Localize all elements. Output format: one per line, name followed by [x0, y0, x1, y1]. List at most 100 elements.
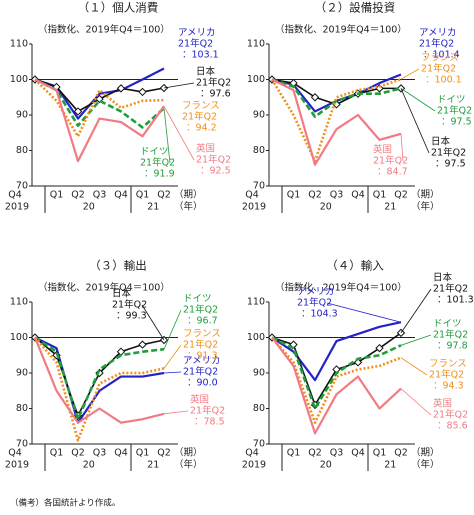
x-tick-label: Q1	[287, 190, 301, 201]
series-label: 英国	[196, 143, 215, 155]
series-value-label: ：91.3	[187, 351, 218, 362]
point-marker	[138, 87, 147, 97]
series-line	[271, 336, 402, 410]
y-tick-label: 70	[16, 439, 28, 450]
series-label: アメリカ	[183, 356, 221, 367]
x-unit: （期）	[174, 447, 203, 459]
y-tick-label: 110	[247, 297, 265, 308]
leader-line	[400, 133, 404, 162]
series-line	[34, 336, 165, 421]
series-period: 21年Q2	[140, 157, 175, 169]
series-period: 21年Q2	[433, 329, 468, 341]
year-label: 21	[384, 202, 396, 213]
panel-title: （２）設備投資	[315, 1, 396, 15]
x-tick-label: Q4	[114, 190, 128, 201]
series-label: 英国	[433, 398, 452, 410]
series-label: フランス	[183, 329, 221, 340]
panel: （３）輸出 （指数化、2019年Q4＝100） 70 80 90 100 110 Q4 Q1 Q2…	[5, 259, 225, 471]
y-tick-label: 90	[253, 110, 265, 121]
series-label: ドイツ	[433, 319, 462, 330]
series-label: フランス	[421, 53, 459, 64]
leader-line	[163, 82, 195, 89]
y-tick-label: 80	[16, 403, 28, 414]
y-tick-label: 90	[16, 368, 28, 379]
series-line	[34, 78, 165, 163]
point-marker	[375, 343, 384, 353]
leader-line	[163, 309, 182, 350]
series-value-label: ：99.3	[116, 311, 147, 322]
series-period: 21年Q2	[183, 339, 218, 351]
series-period: 21年Q2	[196, 77, 231, 89]
series-line	[34, 78, 165, 138]
series-line	[271, 78, 402, 166]
leader-line	[163, 410, 189, 415]
series-value-label: ：97.5	[441, 117, 472, 128]
panel: （２）設備投資 （指数化、2019年Q4＝100） 70 80 90 100 110 Q4 Q1…	[242, 1, 472, 213]
series-period: 21年Q2	[431, 147, 466, 159]
leader-line	[163, 105, 195, 161]
year-label: 21	[147, 202, 159, 213]
series-label: 日本	[196, 66, 216, 78]
series-period: 21年Q2	[419, 38, 454, 50]
year-label: 2019	[5, 460, 29, 471]
x-tick-label: Q1	[50, 448, 64, 459]
point-marker	[116, 84, 126, 93]
x-tick-label: Q3	[330, 448, 344, 459]
series-value-label: ：91.9	[144, 169, 175, 180]
series-period: 21年Q2	[433, 409, 468, 421]
series-label: フランス	[182, 101, 220, 112]
y-tick-label: 110	[10, 297, 28, 308]
x-tick-label: Q3	[330, 190, 344, 201]
leader-line	[163, 371, 182, 374]
y-tick-label: 70	[253, 439, 265, 450]
leader-line	[400, 357, 428, 376]
leader-line	[141, 304, 165, 341]
panel-title: （４）輸入	[326, 259, 384, 273]
y-tick-label: 70	[253, 181, 265, 192]
x-tick-label: Q2	[308, 190, 322, 201]
series-period: 21年Q2	[437, 105, 472, 117]
leader-line	[163, 108, 171, 164]
series-value-label: ：101.3	[437, 295, 474, 306]
series-period: 21年Q2	[183, 366, 218, 378]
series-label: ドイツ	[183, 294, 212, 305]
series-line	[271, 336, 402, 424]
panel-title: （１）個人消費	[78, 1, 159, 15]
series-period: 21年Q2	[297, 297, 332, 309]
point-marker	[396, 328, 406, 338]
y-tick-label: 110	[247, 39, 265, 50]
x-tick-label: Q2	[71, 448, 85, 459]
x-tick-label: Q4	[351, 190, 365, 201]
series-period: 21年Q2	[421, 63, 456, 75]
year-label: 21	[384, 460, 396, 471]
y-tick-label: 90	[253, 368, 265, 379]
panel: （１）個人消費 （指数化、2019年Q4＝100） 70 80 90 100 110 Q4 Q1…	[5, 1, 231, 213]
x-tick-label: Q4	[114, 448, 128, 459]
series-value-label: ：78.5	[194, 417, 225, 428]
leader-line	[400, 334, 432, 346]
series-value-label: ：84.7	[377, 167, 408, 178]
series-period: 21年Q2	[112, 299, 147, 311]
series-label: ドイツ	[140, 147, 169, 158]
year-label: 20	[83, 460, 95, 471]
x-tick-label: Q1	[50, 190, 64, 201]
series-value-label: ：100.1	[425, 75, 462, 86]
series-label: 日本	[433, 272, 453, 284]
x-tick-label: Q1	[373, 190, 387, 201]
year-label: 20	[320, 202, 332, 213]
point-marker	[310, 93, 320, 102]
panel-subtitle: （指数化、2019年Q4＝100）	[275, 24, 407, 36]
series-value-label: ：90.0	[187, 378, 218, 389]
panel-subtitle: （指数化、2019年Q4＝100）	[38, 282, 170, 294]
series-label: 日本	[431, 136, 451, 148]
series-value-label: ：96.7	[187, 316, 218, 327]
series-value-label: ：94.2	[186, 123, 217, 134]
series-label: 日本	[112, 288, 132, 300]
leader-line	[400, 88, 436, 112]
x-tick-label: Q3	[93, 448, 107, 459]
panel-subtitle: （指数化、2019年Q4＝100）	[38, 24, 170, 36]
x-tick-label: Q2	[157, 448, 171, 459]
footnote: （備考）各国統計より作成。	[10, 498, 120, 509]
series-period: 21年Q2	[183, 304, 218, 316]
x-tick-label: Q2	[394, 190, 408, 201]
